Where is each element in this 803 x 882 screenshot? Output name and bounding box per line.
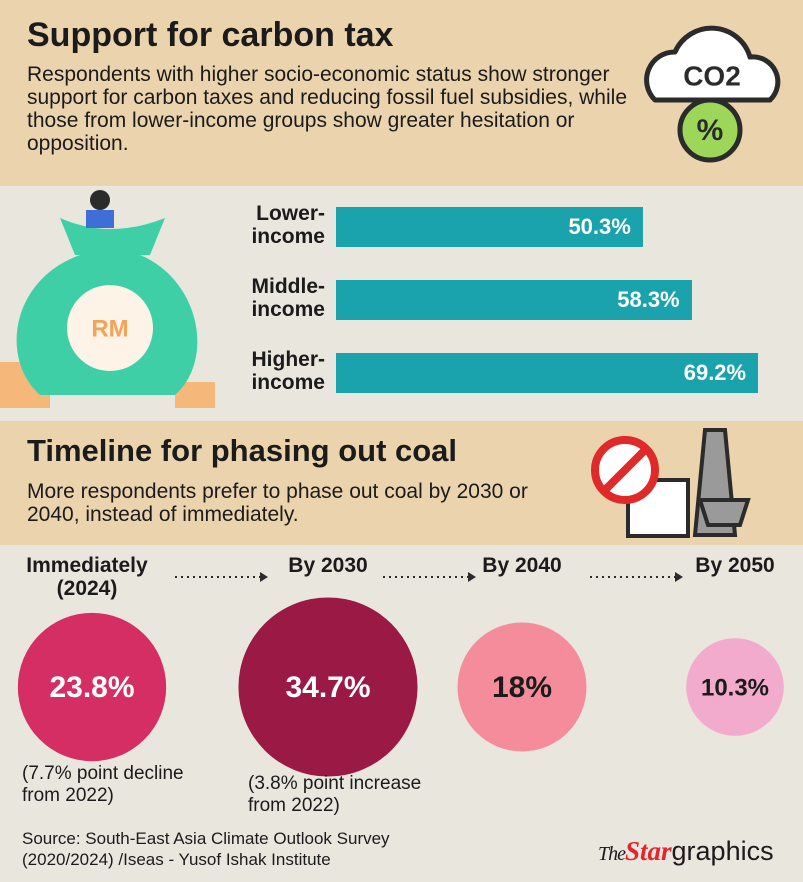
value-label: 69.2% [683, 360, 747, 385]
coal-icon [591, 428, 751, 538]
category-label: Immediately (2024) [26, 554, 148, 600]
category-label: By 2040 [482, 554, 562, 577]
money-bag: RM [0, 190, 215, 408]
note: (3.8% point increase from 2022) [248, 773, 422, 816]
subtitle: More respondents prefer to phase out coa… [27, 480, 528, 526]
title: Timeline for phasing out coal [27, 433, 458, 468]
percent-label: % [697, 114, 724, 147]
credit-the: The [598, 843, 626, 865]
bubble [17, 612, 167, 762]
credit-graphics: graphics [671, 836, 774, 866]
bubble [238, 597, 418, 777]
credit-star: Star [625, 836, 672, 866]
category-label: Middle-income [251, 275, 325, 321]
value-label: 34.7% [285, 671, 370, 704]
category-label: Higher-income [251, 348, 325, 394]
category-label: By 2030 [288, 554, 368, 577]
co2-label: CO2 [683, 60, 741, 91]
credit: TheStargraphics [598, 836, 774, 867]
value-label: 50.3% [568, 214, 631, 239]
co2-icon: CO2 % [644, 25, 781, 163]
bar: 50.3% [336, 207, 643, 247]
bubble [457, 622, 587, 752]
bubble [686, 638, 784, 736]
bar: 69.2% [336, 353, 759, 393]
title: Support for carbon tax [27, 16, 394, 54]
subtitle: Respondents with higher socio-economic s… [27, 63, 627, 155]
money-label: RM [91, 315, 128, 342]
note: (7.7% point decline from 2022) [22, 763, 184, 806]
value-label: 23.8% [49, 671, 134, 704]
value-label: 58.3% [617, 287, 680, 312]
value-label: 10.3% [701, 674, 769, 701]
category-label: Lower-income [251, 202, 325, 248]
bar: 58.3% [336, 280, 692, 320]
category-label: By 2050 [695, 554, 775, 577]
source: Source: South-East Asia Climate Outlook … [22, 829, 390, 869]
value-label: 18% [492, 671, 552, 704]
